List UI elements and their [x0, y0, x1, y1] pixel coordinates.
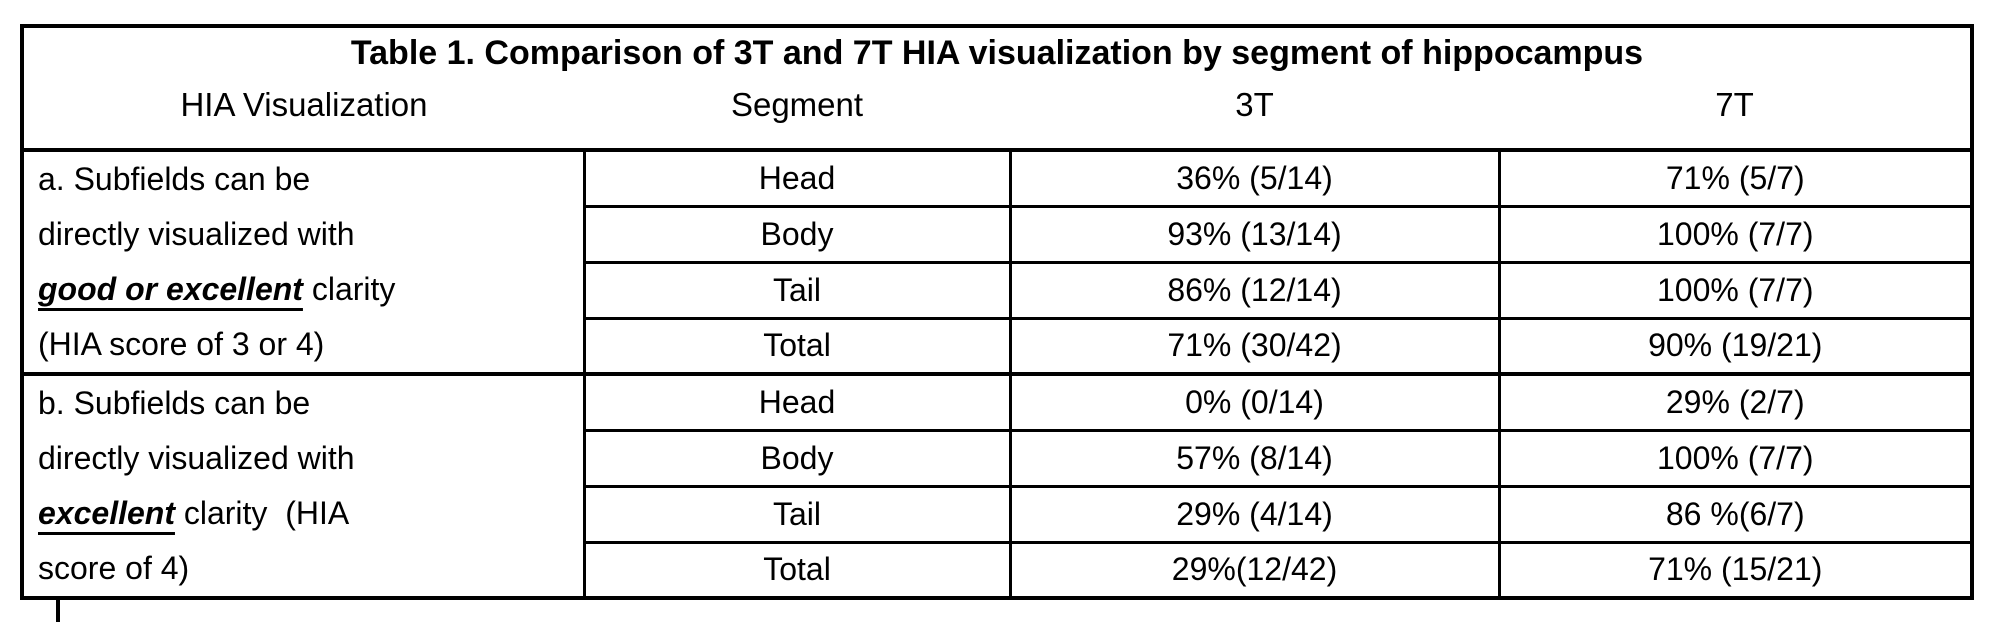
- value-cell-3t: 93% (13/14): [1008, 204, 1501, 264]
- emphasized-phrase: good or excellent: [38, 271, 303, 307]
- description-line: excellent clarity (HIA: [38, 486, 575, 541]
- value-cell-3t: 29%(12/42): [1008, 540, 1501, 600]
- value-cell-3t: 29% (4/14): [1008, 484, 1501, 544]
- table-row: Total 71% (30/42) 90% (19/21): [22, 316, 1974, 376]
- description-line: directly visualized with: [38, 216, 355, 252]
- value-cell-3t: 0% (0/14): [1008, 372, 1501, 432]
- group-a-description: a. Subfields can be directly visualized …: [22, 148, 586, 376]
- segment-cell: Total: [582, 316, 1012, 376]
- description-line: b. Subfields can be: [38, 385, 311, 421]
- segment-cell: Total: [582, 540, 1012, 600]
- col-header-segment: Segment: [584, 74, 1010, 152]
- value-cell-7t: 71% (5/7): [1497, 148, 1974, 208]
- table-row: b. Subfields can be directly visualized …: [22, 372, 1974, 600]
- description-text: clarity: [302, 271, 396, 307]
- table-title: Table 1. Comparison of 3T and 7T HIA vis…: [350, 34, 1644, 72]
- segment-cell: Head: [582, 372, 1012, 432]
- value-cell-3t: 71% (30/42): [1008, 316, 1501, 376]
- value-cell-7t: 100% (7/7): [1497, 204, 1974, 264]
- table-title-row: Table 1. Comparison of 3T and 7T HIA vis…: [22, 26, 1972, 74]
- value-cell-7t: 29% (2/7): [1497, 372, 1974, 432]
- table-header-row: HIA Visualization Segment 3T 7T: [22, 74, 1972, 152]
- value-cell-7t: 100% (7/7): [1497, 428, 1974, 488]
- value-cell-7t: 71% (15/21): [1497, 540, 1974, 600]
- segment-cell: Body: [582, 428, 1012, 488]
- value-cell-7t: 86 %(6/7): [1497, 484, 1974, 544]
- segment-cell: Tail: [582, 260, 1012, 320]
- value-cell-7t: 90% (19/21): [1497, 316, 1974, 376]
- segment-cell: Head: [582, 148, 1012, 208]
- stray-tick-artifact: [56, 596, 60, 622]
- value-cell-3t: 86% (12/14): [1008, 260, 1501, 320]
- table-row: a. Subfields can be directly visualized …: [22, 148, 1974, 376]
- segment-cell: Body: [582, 204, 1012, 264]
- description-line: score of 4): [38, 550, 190, 586]
- description-text: clarity (HIA: [174, 495, 350, 531]
- description-line: directly visualized with: [38, 440, 355, 476]
- segment-cell: Tail: [582, 484, 1012, 544]
- value-cell-3t: 36% (5/14): [1008, 148, 1501, 208]
- description-line: good or excellent clarity: [38, 262, 575, 317]
- col-header-7t: 7T: [1499, 74, 1972, 152]
- table-row: Body 57% (8/14) 100% (7/7): [22, 428, 1974, 488]
- description-line: (HIA score of 3 or 4): [38, 326, 325, 362]
- table-row: Tail 29% (4/14) 86 %(6/7): [22, 484, 1974, 544]
- col-header-3t: 3T: [1010, 74, 1499, 152]
- hia-comparison-table: Table 1. Comparison of 3T and 7T HIA vis…: [20, 24, 1974, 600]
- value-cell-3t: 57% (8/14): [1008, 428, 1501, 488]
- emphasized-phrase: excellent: [38, 495, 175, 531]
- description-line: a. Subfields can be: [38, 161, 311, 197]
- value-cell-7t: 100% (7/7): [1497, 260, 1974, 320]
- group-b-description: b. Subfields can be directly visualized …: [22, 372, 586, 600]
- table-row: Body 93% (13/14) 100% (7/7): [22, 204, 1974, 264]
- col-header-hia-visualization: HIA Visualization: [22, 74, 584, 152]
- table-row: Tail 86% (12/14) 100% (7/7): [22, 260, 1974, 320]
- table-row: Total 29%(12/42) 71% (15/21): [22, 540, 1974, 600]
